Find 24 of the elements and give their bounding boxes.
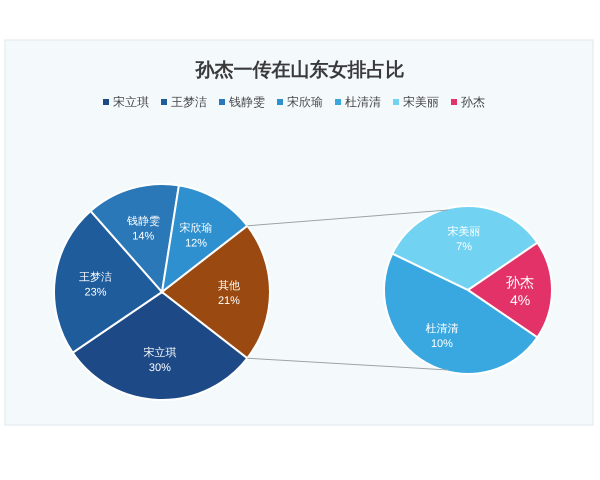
slice-label: 杜清清 <box>425 322 458 336</box>
data-label: 10% <box>430 338 454 350</box>
data-label: 23% <box>84 286 107 299</box>
data-label: 21% <box>218 295 240 307</box>
legend-label: 孙杰 <box>461 95 485 109</box>
legend-label: 王梦洁 <box>171 95 207 109</box>
legend-label: 宋立琪 <box>113 95 149 109</box>
chart-title: 孙杰一传在山东女排占比 <box>194 59 404 81</box>
data-label: 7% <box>456 241 472 254</box>
legend-label: 宋欣瑜 <box>287 95 323 109</box>
legend-label: 钱静雯 <box>228 95 265 109</box>
data-label: 12% <box>185 237 208 250</box>
slice-label: 宋美丽 <box>448 225 481 238</box>
slice-label: 宋立琪 <box>143 346 176 359</box>
data-label: 30% <box>148 362 172 374</box>
data-label: 14% <box>132 230 155 243</box>
slice-label: 孙杰 <box>506 274 534 290</box>
slice-label: 其他 <box>218 279 240 292</box>
slice-label: 宋欣瑜 <box>180 221 213 234</box>
legend-label: 杜清清 <box>345 95 381 109</box>
legend-label: 宋美丽 <box>403 95 439 109</box>
slice-label: 钱静雯 <box>126 216 160 228</box>
slice-label: 王梦洁 <box>79 270 112 284</box>
data-label: 4% <box>510 292 530 308</box>
